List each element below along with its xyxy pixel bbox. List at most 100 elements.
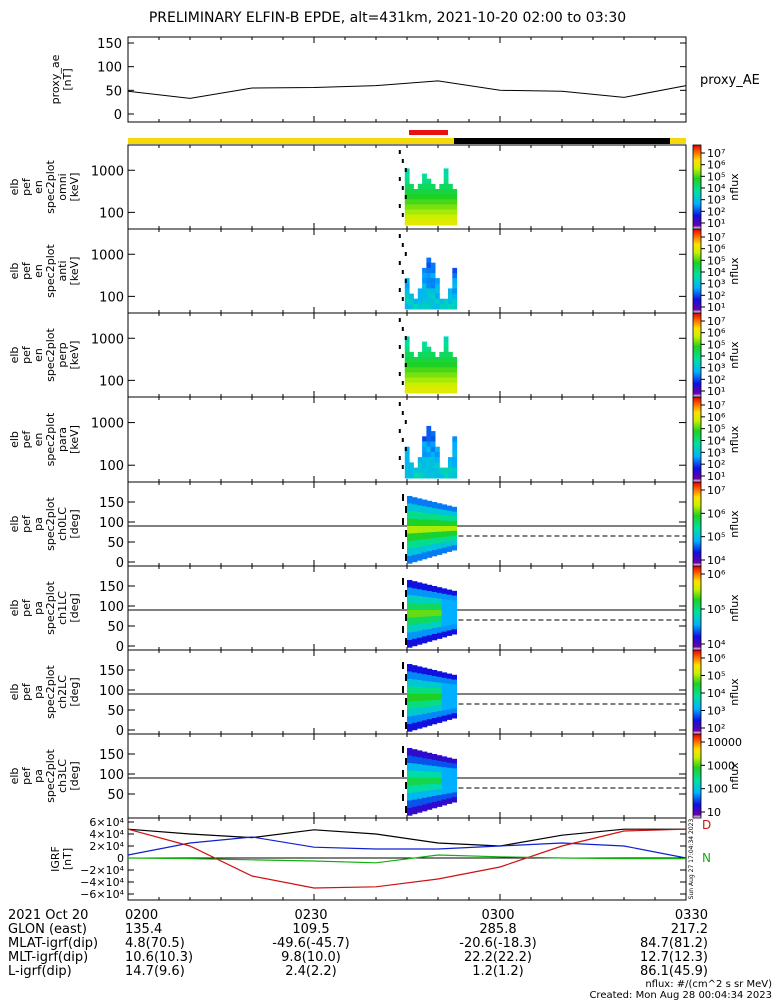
pa-speck bbox=[405, 638, 407, 645]
colorbar-tick-label: 10⁷ bbox=[707, 484, 725, 497]
spectrogram-cell bbox=[422, 457, 427, 463]
spectrogram-cell bbox=[422, 304, 427, 310]
spectrogram-cell bbox=[431, 362, 436, 368]
pitch-angle-cell bbox=[422, 636, 427, 643]
pitch-angle-cell bbox=[432, 520, 437, 526]
pitch-angle-cell bbox=[417, 526, 422, 533]
spectrogram-cell bbox=[422, 179, 427, 185]
plot-title: PRELIMINARY ELFIN-B EPDE, alt=431km, 202… bbox=[0, 10, 775, 26]
spectrogram-cell bbox=[422, 278, 427, 284]
pitch-angle-cell bbox=[447, 546, 452, 552]
spectrogram-cell bbox=[405, 299, 410, 305]
spectrogram-cell bbox=[435, 299, 440, 305]
pitch-angle-cell bbox=[412, 694, 417, 701]
igrf-series-black bbox=[128, 829, 686, 846]
colorbar-3 bbox=[693, 313, 701, 397]
pitch-angle-cell bbox=[407, 687, 412, 695]
pitch-angle-cell bbox=[452, 610, 457, 615]
pitch-angle-cell bbox=[432, 790, 437, 796]
pitch-angle-cell bbox=[452, 600, 457, 605]
footer-value: 22.2(22.2) bbox=[464, 950, 532, 965]
pitch-angle-cell bbox=[447, 620, 452, 626]
pitch-angle-cell bbox=[447, 714, 452, 720]
pitch-angle-cell bbox=[417, 603, 422, 610]
pitch-angle-cell bbox=[432, 526, 437, 532]
spectrogram-cell bbox=[444, 352, 449, 358]
pitch-angle-cell bbox=[447, 600, 452, 606]
spectrogram-cell bbox=[448, 204, 453, 210]
pitch-angle-cell bbox=[447, 788, 452, 794]
spectrogram-cell bbox=[448, 468, 453, 474]
spectrogram-cell bbox=[422, 383, 427, 389]
pitch-angle-cell bbox=[427, 532, 432, 539]
pitch-angle-cell bbox=[407, 694, 412, 702]
pitch-angle-cell bbox=[452, 680, 457, 685]
spectrogram-cell bbox=[452, 372, 457, 378]
pitch-angle-cell bbox=[412, 533, 417, 540]
spectrogram-cell bbox=[431, 352, 436, 358]
spectrogram-cell bbox=[435, 378, 440, 384]
pitch-angle-cell bbox=[452, 531, 457, 536]
pitch-angle-cell bbox=[422, 513, 427, 520]
pa-tick-label: 150 bbox=[99, 580, 124, 595]
pitch-angle-cell bbox=[422, 519, 427, 526]
pitch-angle-cell bbox=[442, 537, 447, 543]
pitch-angle-cell bbox=[437, 700, 442, 706]
pitch-angle-cell bbox=[427, 545, 432, 552]
spectrogram-cell bbox=[431, 220, 436, 226]
spectrogram-cell bbox=[426, 473, 431, 479]
footer-value: 285.8 bbox=[479, 922, 516, 937]
footer-units-note: nflux: #/(cm^2 s sr MeV) bbox=[645, 979, 772, 990]
pitch-angle-cell bbox=[417, 540, 422, 547]
pitch-angle-cell bbox=[442, 778, 447, 784]
colorbar-tick-label: 10⁶ bbox=[707, 568, 726, 581]
spectrogram-cell bbox=[448, 220, 453, 226]
spectrogram-cell bbox=[431, 462, 436, 468]
pitch-angle-cell bbox=[417, 596, 422, 603]
spectrogram-cell bbox=[448, 383, 453, 389]
pitch-angle-cell bbox=[422, 798, 427, 805]
footer-value: 12.7(12.3) bbox=[640, 950, 708, 965]
spectrogram-cell bbox=[418, 352, 423, 358]
spectrogram-cell bbox=[431, 278, 436, 284]
pitch-angle-cell bbox=[407, 610, 412, 618]
pitch-angle-cell bbox=[432, 676, 437, 682]
pitch-angle-cell bbox=[412, 800, 417, 807]
pitch-angle-cell bbox=[427, 597, 432, 604]
orbit-bar-black bbox=[454, 138, 670, 144]
pitch-angle-cell bbox=[422, 539, 427, 546]
spectrogram-cell bbox=[409, 388, 414, 394]
spectrogram-cell bbox=[409, 468, 414, 474]
ae-tick-label: 0 bbox=[114, 108, 122, 123]
pa-speck bbox=[402, 686, 404, 693]
pitch-angle-cell bbox=[447, 630, 452, 636]
spectrogram-speck bbox=[402, 327, 404, 331]
pitch-angle-cell bbox=[452, 788, 457, 793]
spectrogram-cell bbox=[426, 367, 431, 373]
pitch-angle-cell bbox=[427, 753, 432, 760]
pa-speck bbox=[405, 722, 407, 729]
spectrogram-cell bbox=[435, 452, 440, 458]
pa-speck bbox=[405, 758, 407, 765]
spectrogram-cell bbox=[439, 352, 444, 358]
pitch-angle-cell bbox=[407, 625, 412, 633]
pitch-angle-cell bbox=[407, 640, 412, 648]
pitch-angle-cell bbox=[427, 772, 432, 779]
spectrogram-cell bbox=[409, 210, 414, 216]
spectrogram-cell bbox=[452, 357, 457, 363]
pitch-angle-cell bbox=[412, 540, 417, 547]
pitch-angle-cell bbox=[442, 789, 447, 795]
pitch-angle-cell bbox=[412, 723, 417, 730]
pitch-angle-cell bbox=[422, 765, 427, 772]
spectrogram-cell bbox=[413, 468, 418, 474]
pa-tick-label: 50 bbox=[107, 788, 124, 803]
pitch-angle-cell bbox=[442, 762, 447, 768]
pitch-angle-cell bbox=[422, 791, 427, 798]
pitch-angle-cell bbox=[407, 763, 412, 771]
pitch-angle-cell bbox=[437, 761, 442, 767]
pitch-angle-cell bbox=[417, 554, 422, 561]
pitch-angle-cell bbox=[432, 610, 437, 616]
pitch-angle-cell bbox=[437, 599, 442, 605]
pa-tick-label: 100 bbox=[99, 684, 124, 699]
pitch-angle-cell bbox=[412, 497, 417, 504]
